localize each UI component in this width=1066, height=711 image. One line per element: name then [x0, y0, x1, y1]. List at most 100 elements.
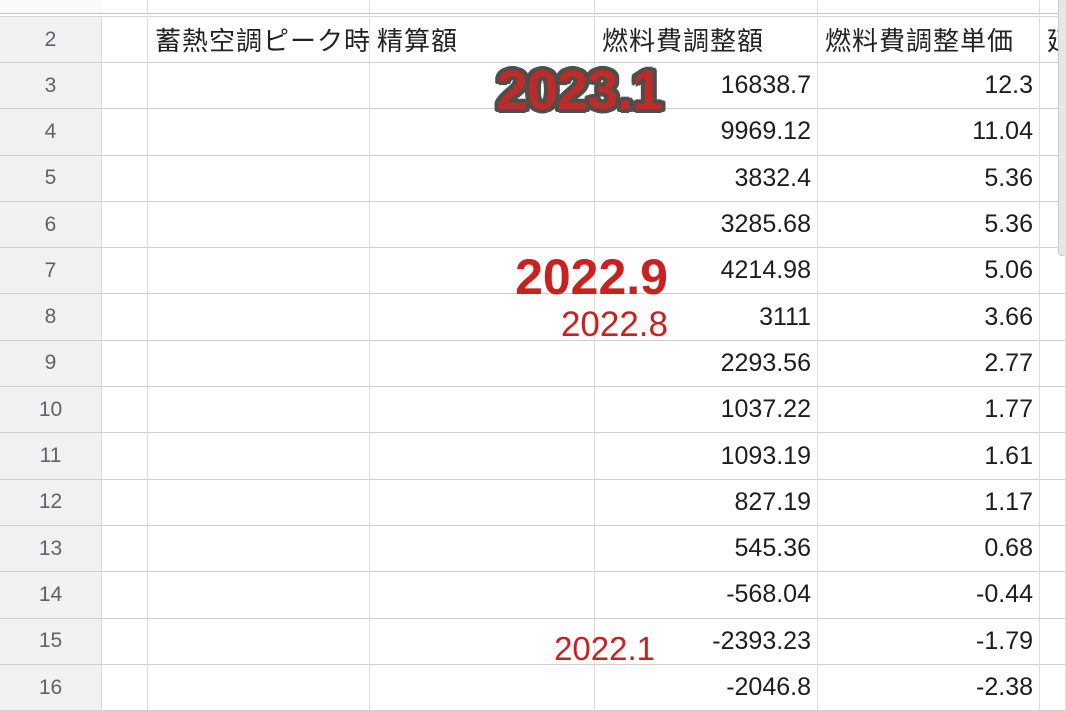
cell-a[interactable] [102, 433, 148, 480]
cell-c[interactable] [370, 294, 595, 341]
cell-b[interactable] [148, 63, 370, 110]
cell-c[interactable] [370, 664, 595, 711]
cell-fuel-adjustment-amount[interactable]: 3832.4 [595, 155, 818, 202]
cell-fuel-adjustment-amount[interactable]: 1093.19 [595, 433, 818, 480]
row-header[interactable]: 5 [0, 155, 102, 202]
cell-fuel-adjustment-unit-price[interactable]: 12.3 [818, 63, 1040, 110]
cell-b[interactable] [148, 664, 370, 711]
cell-c[interactable] [370, 155, 595, 202]
cell-a[interactable] [102, 63, 148, 110]
cell-a[interactable] [102, 109, 148, 156]
row-header[interactable]: 11 [0, 433, 102, 480]
cell-fuel-adjustment-amount[interactable]: -568.04 [595, 572, 818, 619]
cell-fuel-adjustment-amount[interactable]: 2293.56 [595, 340, 818, 388]
cell-fuel-adjustment-amount[interactable]: 827.19 [595, 479, 818, 526]
row-header[interactable]: 13 [0, 525, 102, 573]
cell-c[interactable] [370, 479, 595, 526]
cell-b[interactable] [148, 479, 370, 526]
cell-c[interactable] [370, 63, 595, 110]
cell-fuel-adjustment-amount[interactable]: 9969.12 [595, 109, 818, 156]
cell-f[interactable] [1040, 572, 1066, 619]
cell-fuel-adjustment-amount[interactable]: -2393.23 [595, 618, 818, 665]
row-header-1-sliver[interactable] [0, 0, 102, 14]
row-header[interactable]: 10 [0, 387, 102, 434]
cell-f[interactable] [1040, 525, 1066, 573]
cell-a[interactable] [102, 201, 148, 249]
cell-b[interactable] [148, 340, 370, 388]
cell-a[interactable] [102, 155, 148, 202]
cell-fuel-adjustment-unit-price[interactable]: 1.17 [818, 479, 1040, 526]
cell-fuel-adjustment-amount[interactable]: 16838.7 [595, 63, 818, 110]
cell-b[interactable] [148, 433, 370, 480]
cell-fuel-adjustment-unit-price[interactable]: 11.04 [818, 109, 1040, 156]
cell-c[interactable] [370, 433, 595, 480]
cell-f[interactable] [1040, 294, 1066, 341]
cell-fuel-adjustment-unit-price[interactable]: 1.77 [818, 387, 1040, 434]
cell-f[interactable] [1040, 340, 1066, 388]
cell-a[interactable] [102, 248, 148, 295]
vertical-scrollbar-thumb[interactable] [1058, 0, 1066, 256]
cell-d1-sliver[interactable] [595, 0, 818, 14]
row-header[interactable]: 3 [0, 63, 102, 110]
row-header[interactable]: 15 [0, 618, 102, 665]
cell-c[interactable] [370, 572, 595, 619]
cell-fuel-adjustment-amount[interactable]: 3111 [595, 294, 818, 341]
cell-a[interactable] [102, 294, 148, 341]
cell-f[interactable] [1040, 664, 1066, 711]
header-fuel-adjustment-unit-price[interactable]: 燃料費調整単価 [818, 17, 1040, 63]
cell-fuel-adjustment-unit-price[interactable]: 5.36 [818, 155, 1040, 202]
row-header[interactable]: 16 [0, 664, 102, 711]
cell-fuel-adjustment-unit-price[interactable]: 5.36 [818, 201, 1040, 249]
cell-b[interactable] [148, 248, 370, 295]
cell-fuel-adjustment-unit-price[interactable]: 2.77 [818, 340, 1040, 388]
cell-b[interactable] [148, 294, 370, 341]
cell-fuel-adjustment-unit-price[interactable]: 1.61 [818, 433, 1040, 480]
cell-c[interactable] [370, 618, 595, 665]
cell-b[interactable] [148, 618, 370, 665]
row-header[interactable]: 4 [0, 109, 102, 156]
cell-c[interactable] [370, 340, 595, 388]
cell-b[interactable] [148, 201, 370, 249]
cell-b[interactable] [148, 109, 370, 156]
cell-fuel-adjustment-amount[interactable]: -2046.8 [595, 664, 818, 711]
cell-b[interactable] [148, 155, 370, 202]
header-seisangaku[interactable]: 精算額 [370, 17, 595, 63]
cell-fuel-adjustment-unit-price[interactable]: 0.68 [818, 525, 1040, 573]
cell-b1-sliver[interactable] [148, 0, 370, 14]
cell-fuel-adjustment-unit-price[interactable]: 3.66 [818, 294, 1040, 341]
cell-fuel-adjustment-amount[interactable]: 3285.68 [595, 201, 818, 249]
row-header-2[interactable]: 2 [0, 17, 102, 63]
cell-fuel-adjustment-amount[interactable]: 1037.22 [595, 387, 818, 434]
row-header[interactable]: 6 [0, 201, 102, 249]
cell-b[interactable] [148, 525, 370, 573]
cell-c[interactable] [370, 525, 595, 573]
cell-a2[interactable] [102, 17, 148, 63]
row-header[interactable]: 14 [0, 572, 102, 619]
cell-fuel-adjustment-amount[interactable]: 545.36 [595, 525, 818, 573]
cell-b[interactable] [148, 387, 370, 434]
cell-fuel-adjustment-unit-price[interactable]: -0.44 [818, 572, 1040, 619]
row-header[interactable]: 7 [0, 248, 102, 295]
cell-e1-sliver[interactable] [818, 0, 1040, 14]
row-header[interactable]: 12 [0, 479, 102, 526]
cell-fuel-adjustment-unit-price[interactable]: -2.38 [818, 664, 1040, 711]
cell-a[interactable] [102, 479, 148, 526]
cell-a1-sliver[interactable] [102, 0, 148, 14]
cell-a[interactable] [102, 525, 148, 573]
cell-fuel-adjustment-unit-price[interactable]: 5.06 [818, 248, 1040, 295]
header-fuel-adjustment-amount[interactable]: 燃料費調整額 [595, 17, 818, 63]
cell-c1-sliver[interactable] [370, 0, 595, 14]
cell-f[interactable] [1040, 387, 1066, 434]
row-header[interactable]: 8 [0, 294, 102, 341]
cell-a[interactable] [102, 340, 148, 388]
header-chikunetsu-peak[interactable]: 蓄熱空調ピーク時 [148, 17, 370, 63]
cell-a[interactable] [102, 618, 148, 665]
cell-a[interactable] [102, 387, 148, 434]
row-header[interactable]: 9 [0, 340, 102, 388]
cell-a[interactable] [102, 664, 148, 711]
cell-f[interactable] [1040, 618, 1066, 665]
cell-fuel-adjustment-amount[interactable]: 4214.98 [595, 248, 818, 295]
cell-fuel-adjustment-unit-price[interactable]: -1.79 [818, 618, 1040, 665]
cell-b[interactable] [148, 572, 370, 619]
cell-c[interactable] [370, 387, 595, 434]
